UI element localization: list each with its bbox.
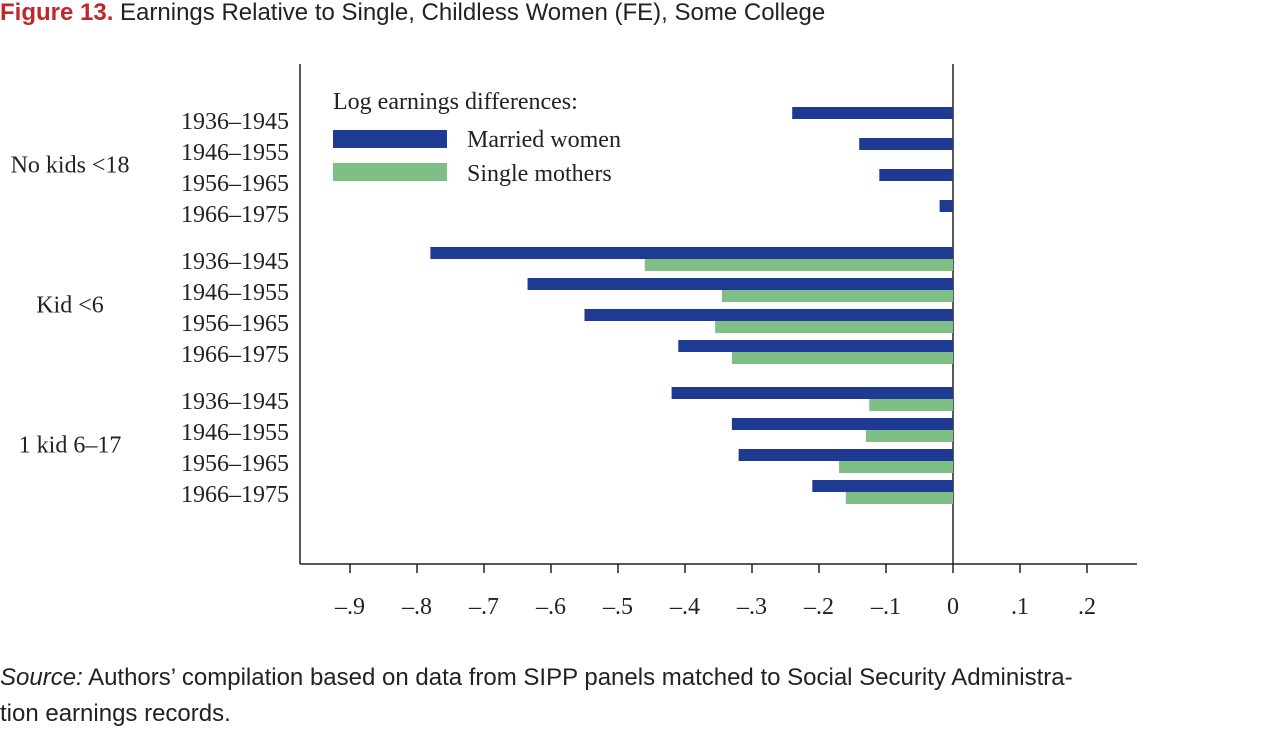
- x-tick-label: –.3: [736, 594, 767, 620]
- bar-married-women: [879, 169, 953, 181]
- category-label: 1956–1965: [181, 311, 289, 337]
- bar-married-women: [738, 449, 953, 461]
- category-label: 1966–1975: [181, 202, 289, 228]
- category-label: 1946–1955: [181, 420, 289, 446]
- bar-single-mothers: [715, 321, 953, 333]
- x-tick-label: 0: [947, 594, 959, 620]
- legend-label-single: Single mothers: [467, 161, 612, 187]
- x-tick-label: –.2: [803, 594, 834, 620]
- x-tick-label: –.9: [334, 594, 365, 620]
- category-label: 1936–1945: [181, 109, 289, 135]
- bar-single-mothers: [721, 290, 953, 302]
- x-tick-label: –.7: [468, 594, 499, 620]
- legend-swatch-married: [333, 130, 447, 148]
- x-tick-label: .2: [1078, 594, 1096, 620]
- group-label: No kids <18: [11, 153, 130, 179]
- figure-title-text: Earnings Relative to Single, Childless W…: [120, 0, 826, 26]
- legend-label-married: Married women: [467, 127, 621, 153]
- x-tick-label: –.6: [535, 594, 566, 620]
- category-label: 1936–1945: [181, 249, 289, 275]
- category-label: 1936–1945: [181, 389, 289, 415]
- bar-married-women: [812, 480, 953, 492]
- bar-chart: –.9 –.8 –.7 –.6 –.5 –.4 –.3 –.2 –.1 0 .1 .2 No kids …: [11, 64, 1137, 620]
- category-label: 1956–1965: [181, 451, 289, 477]
- category-label: 1966–1975: [181, 342, 289, 368]
- bar-married-women: [678, 340, 953, 352]
- bar-single-mothers: [845, 492, 953, 504]
- group-label: 1 kid 6–17: [19, 433, 122, 459]
- bar-married-women: [859, 138, 953, 150]
- category-label: 1946–1955: [181, 140, 289, 166]
- x-tick-label: .1: [1011, 594, 1029, 620]
- x-tick-label: –.8: [401, 594, 432, 620]
- bar-single-mothers: [865, 430, 953, 442]
- bar-married-women: [939, 200, 953, 212]
- figure-title: Figure 13. Earnings Relative to Single, …: [0, 0, 1280, 30]
- bar-married-women: [671, 387, 953, 399]
- source-line-2: tion earnings records.: [0, 700, 231, 727]
- legend-title: Log earnings differences:: [333, 89, 578, 115]
- bar-married-women: [584, 309, 953, 321]
- x-tick-label: –.4: [669, 594, 700, 620]
- x-tick-label: –.5: [602, 594, 633, 620]
- bar-married-women: [731, 418, 953, 430]
- bar-married-women: [792, 107, 953, 119]
- bar-married-women: [430, 247, 953, 259]
- x-tick-label: –.1: [870, 594, 901, 620]
- category-label: 1946–1955: [181, 280, 289, 306]
- category-label: 1966–1975: [181, 482, 289, 508]
- bar-single-mothers: [644, 259, 953, 271]
- bar-single-mothers: [731, 352, 953, 364]
- source-label: Source:: [0, 664, 83, 691]
- bar-single-mothers: [839, 461, 953, 473]
- source-note: Source: Authors’ compilation based on da…: [0, 660, 1280, 732]
- group-label: Kid <6: [36, 293, 104, 319]
- legend-swatch-single: [333, 163, 447, 181]
- source-line-1: Authors’ compilation based on data from …: [82, 664, 1073, 691]
- bar-single-mothers: [869, 399, 953, 411]
- category-label: 1956–1965: [181, 171, 289, 197]
- bar-married-women: [527, 278, 953, 290]
- figure-number: Figure 13.: [0, 0, 114, 26]
